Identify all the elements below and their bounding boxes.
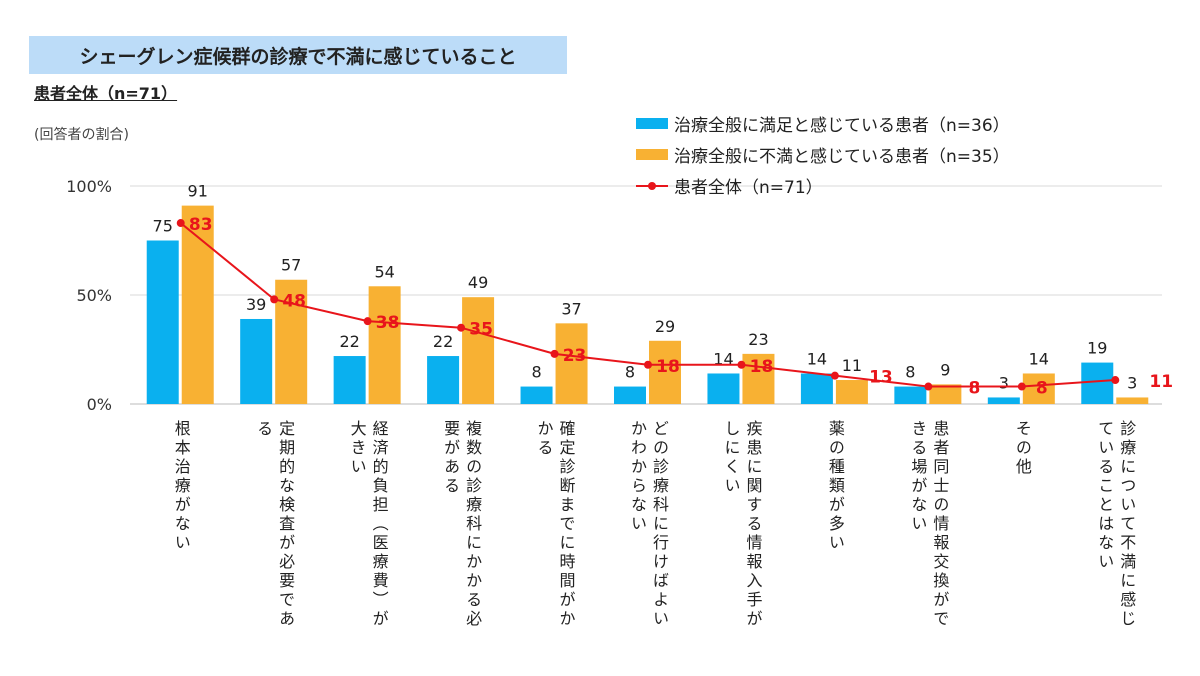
data-label-all: 13 bbox=[869, 368, 893, 388]
data-label-dissatisfied: 9 bbox=[940, 360, 950, 379]
bar-satisfied bbox=[427, 356, 460, 404]
bar-dissatisfied bbox=[835, 380, 868, 404]
data-label-satisfied: 39 bbox=[246, 295, 266, 314]
bar-satisfied bbox=[520, 386, 553, 404]
data-label-satisfied: 22 bbox=[433, 332, 453, 351]
point-all-patients bbox=[270, 295, 279, 304]
data-label-all: 35 bbox=[469, 320, 493, 340]
point-all-patients bbox=[924, 382, 933, 391]
data-label-all: 8 bbox=[1036, 379, 1048, 399]
legend-label: 患者全体（n=71） bbox=[674, 178, 823, 198]
bar-satisfied bbox=[707, 373, 740, 404]
category-label: 定期的な検査が必要である bbox=[254, 420, 296, 629]
data-label-satisfied: 8 bbox=[531, 363, 541, 382]
point-all-patients bbox=[644, 360, 652, 369]
bar-satisfied bbox=[333, 356, 366, 404]
bar-dissatisfied bbox=[649, 340, 681, 404]
category-label: 診療について不満に感じていることはない bbox=[1095, 420, 1137, 629]
legend-label: 治療全般に満足と感じている患者（n=36） bbox=[674, 116, 1010, 136]
bar-satisfied bbox=[240, 318, 273, 404]
bar-satisfied bbox=[146, 240, 179, 404]
data-label-satisfied: 19 bbox=[1087, 339, 1107, 358]
data-label-all: 23 bbox=[563, 346, 587, 366]
data-label-satisfied: 75 bbox=[153, 217, 173, 236]
category-label: 複数の診療科にかかる必要がある bbox=[441, 420, 483, 629]
data-label-dissatisfied: 57 bbox=[281, 256, 301, 275]
y-tick-label: 50% bbox=[76, 286, 112, 305]
data-label-satisfied: 8 bbox=[625, 363, 635, 382]
data-label-all: 8 bbox=[968, 379, 980, 399]
data-label-dissatisfied: 91 bbox=[188, 182, 208, 201]
category-label: その他 bbox=[1012, 420, 1032, 477]
bar-dissatisfied bbox=[1116, 397, 1149, 404]
data-label-all: 38 bbox=[376, 313, 400, 333]
data-label-all: 48 bbox=[282, 291, 306, 311]
data-label-dissatisfied: 29 bbox=[655, 317, 675, 336]
category-label: どの診療科に行けばよいかわからない bbox=[628, 420, 669, 629]
data-label-satisfied: 14 bbox=[713, 349, 733, 368]
bar-dissatisfied bbox=[555, 323, 588, 404]
point-all-patients bbox=[737, 360, 746, 369]
bar-satisfied bbox=[1081, 362, 1114, 404]
data-label-all: 83 bbox=[189, 215, 213, 235]
legend-item-satisfied: 治療全般に満足と感じている患者（n=36） bbox=[636, 108, 1010, 139]
point-all-patients bbox=[176, 219, 185, 228]
legend-item-dissatisfied: 治療全般に不満と感じている患者（n=35） bbox=[636, 139, 1010, 170]
bar-satisfied bbox=[800, 373, 833, 404]
point-all-patients bbox=[830, 371, 839, 380]
point-all-patients bbox=[1111, 376, 1120, 385]
category-label: 確定診断までに時間がかかる bbox=[534, 420, 576, 629]
data-label-dissatisfied: 49 bbox=[468, 273, 488, 292]
bar-dissatisfied bbox=[1022, 373, 1055, 404]
point-all-patients bbox=[550, 349, 559, 358]
bar-satisfied bbox=[894, 386, 927, 404]
data-label-dissatisfied: 54 bbox=[374, 262, 394, 281]
chart-subtitle: 患者全体（n=71） bbox=[34, 84, 178, 103]
data-label-dissatisfied: 14 bbox=[1029, 349, 1049, 368]
y-tick-label: 100% bbox=[66, 177, 112, 196]
data-label-satisfied: 14 bbox=[807, 349, 827, 368]
data-label-satisfied: 8 bbox=[905, 363, 915, 382]
data-label-all: 18 bbox=[656, 357, 680, 377]
data-label-dissatisfied: 37 bbox=[561, 299, 581, 318]
category-label: 経済的負担（医療費）が大きい bbox=[347, 420, 389, 629]
legend-swatch bbox=[636, 149, 668, 160]
category-label: 患者同士の情報交換ができる場がない bbox=[908, 420, 950, 629]
data-label-dissatisfied: 11 bbox=[842, 356, 862, 375]
data-label-dissatisfied: 23 bbox=[748, 330, 768, 349]
legend-line-marker bbox=[636, 179, 668, 193]
bar-satisfied bbox=[987, 397, 1020, 404]
legend-label: 治療全般に不満と感じている患者（n=35） bbox=[674, 147, 1010, 167]
bar-satisfied bbox=[614, 386, 646, 404]
category-label: 薬の種類が多い bbox=[825, 420, 845, 553]
data-label-satisfied: 22 bbox=[339, 332, 359, 351]
point-all-patients bbox=[363, 317, 372, 326]
bar-dissatisfied bbox=[181, 205, 214, 404]
chart-title: シェーグレン症候群の診療で不満に感じていること bbox=[29, 36, 567, 74]
data-label-dissatisfied: 3 bbox=[1127, 373, 1137, 392]
y-tick-label: 0% bbox=[87, 395, 112, 414]
bar-dissatisfied bbox=[929, 384, 962, 404]
bar-dissatisfied bbox=[742, 353, 775, 404]
legend: 治療全般に満足と感じている患者（n=36） 治療全般に不満と感じている患者（n=… bbox=[636, 108, 1010, 201]
data-label-satisfied: 3 bbox=[999, 373, 1009, 392]
legend-item-all: 患者全体（n=71） bbox=[636, 170, 1010, 201]
legend-swatch bbox=[636, 118, 668, 129]
bar-dissatisfied bbox=[368, 286, 401, 404]
unit-label: (回答者の割合) bbox=[34, 127, 129, 143]
bar-dissatisfied bbox=[462, 297, 495, 404]
data-label-all: 18 bbox=[750, 357, 774, 377]
category-label: 疾患に関する情報入手がしにくい bbox=[721, 420, 763, 629]
point-all-patients bbox=[1017, 382, 1026, 391]
point-all-patients bbox=[457, 323, 466, 332]
category-label: 根本治療がない bbox=[171, 420, 191, 553]
data-label-all: 11 bbox=[1149, 372, 1173, 392]
